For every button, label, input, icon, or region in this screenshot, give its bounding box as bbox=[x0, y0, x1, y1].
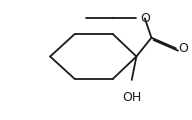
Text: O: O bbox=[140, 12, 150, 25]
Text: O: O bbox=[179, 42, 189, 55]
Text: OH: OH bbox=[122, 91, 141, 104]
